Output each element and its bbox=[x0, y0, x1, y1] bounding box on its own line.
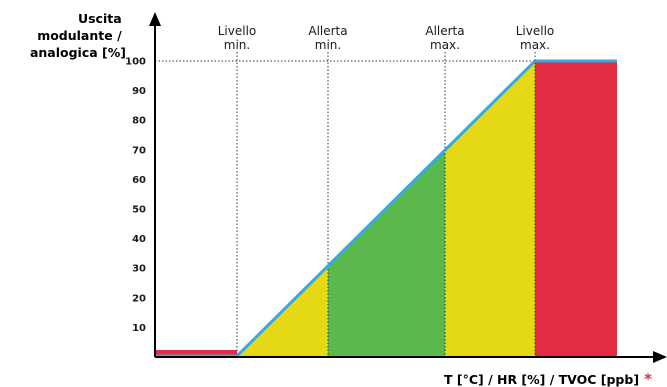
y-tick-label-80: 80 bbox=[132, 116, 146, 127]
threshold-label-livello-min-line-1: Livello bbox=[218, 24, 257, 38]
y-tick-label-30: 30 bbox=[132, 264, 146, 275]
y-axis-title-line-3: analogica [%] bbox=[30, 45, 126, 60]
threshold-label-livello-max: Livello max. bbox=[516, 24, 555, 52]
y-tick-label-90: 90 bbox=[132, 86, 146, 97]
y-axis-arrow bbox=[149, 12, 161, 26]
y-tick-label-10: 10 bbox=[132, 323, 146, 334]
y-tick-label-40: 40 bbox=[132, 234, 146, 245]
zone-below-min bbox=[155, 350, 237, 357]
threshold-label-allerta-max-line-1: Allerta bbox=[425, 24, 464, 38]
y-tick-label-20: 20 bbox=[132, 293, 146, 304]
y-tick-label-50: 50 bbox=[132, 205, 146, 216]
threshold-label-allerta-max-line-2: max. bbox=[430, 38, 460, 52]
x-axis-title: T [°C] / HR [%] / TVOC [ppb] * bbox=[444, 369, 652, 387]
y-tick-label-100: 100 bbox=[125, 57, 146, 68]
y-tick-label-60: 60 bbox=[132, 175, 146, 186]
threshold-label-allerta-min-line-2: min. bbox=[315, 38, 341, 52]
x-axis-arrow bbox=[653, 351, 667, 363]
y-axis-title: Uscita modulante / analogica [%] bbox=[30, 11, 126, 60]
y-axis-title-line-1: Uscita bbox=[78, 11, 122, 26]
threshold-label-livello-min: Livello min. bbox=[218, 24, 257, 52]
zone-alert-to-max bbox=[445, 61, 535, 357]
threshold-label-livello-max-line-1: Livello bbox=[516, 24, 555, 38]
y-axis-title-line-2: modulante / bbox=[37, 28, 122, 43]
threshold-label-livello-min-line-2: min. bbox=[224, 38, 250, 52]
zone-above-max bbox=[535, 61, 617, 357]
threshold-label-allerta-max: Allerta max. bbox=[425, 24, 464, 52]
threshold-label-livello-max-line-2: max. bbox=[520, 38, 550, 52]
x-axis-title-asterisk: * bbox=[644, 370, 652, 387]
y-tick-label-70: 70 bbox=[132, 145, 146, 156]
threshold-label-allerta-min: Allerta min. bbox=[308, 24, 347, 52]
threshold-label-allerta-min-line-1: Allerta bbox=[308, 24, 347, 38]
zone-alert-range bbox=[328, 149, 446, 357]
x-axis-title-text: T [°C] / HR [%] / TVOC [ppb] bbox=[444, 372, 639, 387]
